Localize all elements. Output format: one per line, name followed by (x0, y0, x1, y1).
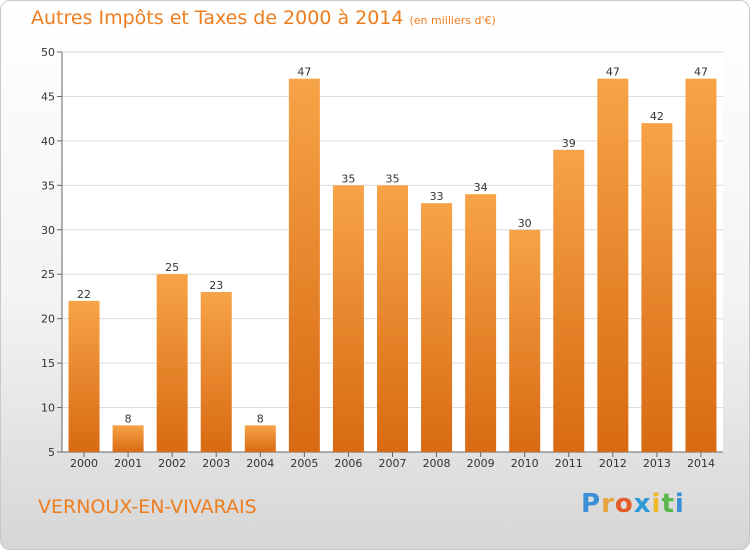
x-tick-label: 2013 (643, 457, 671, 470)
y-tick-label: 40 (41, 135, 55, 148)
bar (156, 274, 188, 452)
x-tick-label: 2002 (158, 457, 186, 470)
y-tick-label: 10 (41, 402, 55, 415)
proxiti-logo: Proxiti (581, 489, 685, 519)
data-label: 34 (474, 181, 488, 194)
x-tick-label: 2001 (114, 457, 142, 470)
y-tick-label: 20 (41, 313, 55, 326)
bar (509, 229, 541, 452)
chart-title-text: Autres Impôts et Taxes de 2000 à 2014 (31, 7, 404, 29)
data-label: 33 (430, 190, 444, 203)
logo-letter: P (581, 489, 602, 519)
logo-letter: i (651, 489, 662, 519)
bar (421, 203, 453, 452)
logo-letter: i (674, 489, 685, 519)
logo-letter: x (633, 489, 652, 519)
data-label: 35 (341, 172, 355, 185)
x-tick-label: 2008 (423, 457, 451, 470)
logo-letter: o (614, 489, 634, 519)
y-tick-label: 25 (41, 268, 55, 281)
chart-title: Autres Impôts et Taxes de 2000 à 2014 (en… (31, 7, 496, 29)
data-label: 47 (606, 66, 620, 79)
data-label: 47 (694, 66, 708, 79)
data-label: 42 (650, 110, 664, 123)
bar (685, 78, 717, 453)
data-label: 35 (386, 172, 400, 185)
y-tick-label: 35 (41, 179, 55, 192)
y-tick-label: 50 (41, 46, 55, 59)
place-name: VERNOUX-EN-VIVARAIS (38, 496, 257, 518)
y-tick-label: 45 (41, 90, 55, 103)
unit-note: (en milliers d'€) (409, 14, 496, 27)
x-tick-label: 2012 (599, 457, 627, 470)
x-tick-label: 2007 (379, 457, 407, 470)
x-tick-label: 2009 (467, 457, 495, 470)
bar (244, 425, 276, 452)
data-label: 8 (257, 412, 264, 425)
bar (332, 185, 364, 453)
logo-letter: t (661, 489, 675, 519)
logo-letter: r (601, 489, 615, 519)
bar (200, 292, 232, 452)
x-tick-label: 2006 (334, 457, 362, 470)
x-tick-label: 2011 (555, 457, 583, 470)
data-label: 30 (518, 217, 532, 230)
bar (553, 149, 585, 452)
bar (465, 194, 497, 452)
y-tick-label: 15 (41, 357, 55, 370)
data-label: 23 (209, 279, 223, 292)
x-tick-label: 2003 (202, 457, 230, 470)
bar (68, 300, 100, 452)
bar (641, 123, 673, 452)
bar (377, 185, 408, 453)
x-tick-label: 2000 (70, 457, 98, 470)
bar (112, 425, 144, 452)
data-label: 39 (562, 137, 576, 150)
y-tick-label: 5 (48, 446, 55, 459)
data-label: 8 (125, 412, 132, 425)
x-tick-label: 2010 (511, 457, 539, 470)
data-label: 25 (165, 261, 179, 274)
x-tick-label: 2014 (687, 457, 715, 470)
data-label: 47 (297, 66, 311, 79)
y-tick-label: 30 (41, 224, 55, 237)
x-tick-label: 2005 (290, 457, 318, 470)
bar (288, 78, 320, 453)
bar (597, 78, 629, 453)
x-tick-label: 2004 (246, 457, 274, 470)
data-label: 22 (77, 288, 91, 301)
